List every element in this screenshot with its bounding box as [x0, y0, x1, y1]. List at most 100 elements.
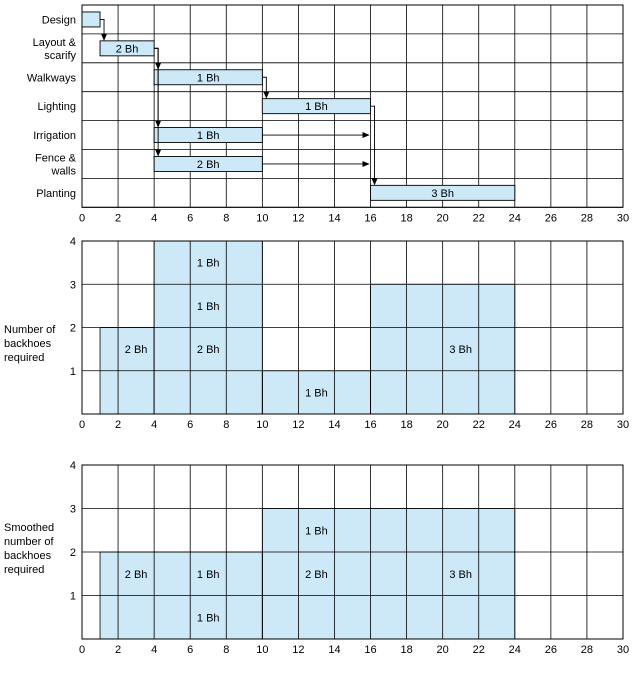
dependency-arrow — [370, 105, 378, 186]
x-tick-label: 26 — [545, 644, 557, 656]
bar-label: 2 Bh — [197, 159, 220, 171]
block-label: 1 Bh — [197, 301, 220, 313]
activity-label: Design — [42, 14, 76, 26]
activity-bar — [370, 184, 516, 201]
bar-label: 1 Bh — [305, 101, 328, 113]
x-tick-label: 0 — [79, 644, 85, 656]
y-tick-label: 4 — [70, 460, 76, 472]
block-label: 2 Bh — [125, 569, 148, 581]
x-tick-label: 8 — [223, 644, 229, 656]
plot-frame — [81, 464, 624, 640]
plot-frame — [81, 240, 624, 415]
dependency-arrow — [154, 47, 162, 157]
x-tick-label: 20 — [437, 212, 449, 224]
plot-frame — [81, 4, 624, 208]
y-tick-label: 1 — [70, 366, 76, 378]
activity-label: Fence & — [35, 152, 77, 164]
activity-bar — [153, 155, 263, 172]
y-axis-label: Smoothed — [4, 522, 54, 534]
x-tick-label: 26 — [545, 212, 557, 224]
y-tick-label: 2 — [70, 547, 76, 559]
resource-block — [262, 508, 515, 639]
x-tick-label: 16 — [364, 644, 376, 656]
x-tick-label: 12 — [292, 419, 304, 431]
x-tick-label: 28 — [581, 212, 593, 224]
x-tick-label: 20 — [437, 419, 449, 431]
x-tick-label: 18 — [400, 212, 412, 224]
x-tick-label: 22 — [473, 419, 485, 431]
y-tick-label: 4 — [70, 236, 76, 248]
activity-bar — [81, 11, 101, 28]
x-tick-label: 4 — [151, 212, 157, 224]
x-tick-label: 6 — [187, 644, 193, 656]
x-tick-label: 14 — [328, 644, 340, 656]
x-tick-label: 14 — [328, 419, 340, 431]
x-tick-label: 16 — [364, 212, 376, 224]
block-label: 2 Bh — [305, 569, 328, 581]
y-axis-label: number of — [4, 536, 54, 548]
block-label: 2 Bh — [197, 344, 220, 356]
x-tick-label: 4 — [151, 644, 157, 656]
bar-label: 2 Bh — [116, 43, 139, 55]
x-tick-label: 10 — [256, 212, 268, 224]
resource-block — [262, 370, 371, 414]
x-tick-label: 26 — [545, 419, 557, 431]
activity-bar — [153, 69, 263, 86]
gantt-panel: Design Layout &scarify Walkways Lighting Irr… — [27, 4, 629, 224]
block-label: 1 Bh — [305, 525, 328, 537]
y-tick-label: 3 — [70, 279, 76, 291]
dependency-arrow — [262, 76, 270, 99]
y-tick-label: 3 — [70, 504, 76, 516]
x-tick-label: 28 — [581, 644, 593, 656]
x-tick-label: 16 — [364, 419, 376, 431]
x-tick-label: 24 — [509, 644, 521, 656]
x-tick-label: 30 — [617, 644, 629, 656]
x-tick-label: 24 — [509, 212, 521, 224]
x-tick-label: 20 — [437, 644, 449, 656]
block-label: 1 Bh — [197, 258, 220, 270]
x-tick-label: 2 — [115, 212, 121, 224]
block-label: 1 Bh — [305, 387, 328, 399]
x-tick-label: 30 — [617, 212, 629, 224]
activity-label: Irrigation — [33, 130, 76, 142]
x-tick-label: 18 — [400, 419, 412, 431]
bar-label: 1 Bh — [197, 72, 220, 84]
bar-label: 3 Bh — [431, 188, 454, 200]
y-axis-label: Number of — [4, 324, 56, 336]
block-label: 3 Bh — [449, 344, 472, 356]
x-tick-label: 2 — [115, 644, 121, 656]
y-tick-label: 2 — [70, 323, 76, 335]
activity-label: scarify — [44, 50, 76, 62]
y-axis-label: required — [4, 352, 44, 364]
x-tick-label: 12 — [292, 212, 304, 224]
dependency-arrow — [154, 47, 162, 70]
activity-label: Lighting — [37, 101, 76, 113]
x-tick-label: 12 — [292, 644, 304, 656]
activity-label: walls — [51, 165, 77, 177]
x-tick-label: 28 — [581, 419, 593, 431]
dependency-arrow — [154, 47, 162, 128]
x-tick-label: 4 — [151, 419, 157, 431]
block-label: 1 Bh — [197, 569, 220, 581]
x-tick-label: 6 — [187, 212, 193, 224]
x-tick-label: 10 — [256, 419, 268, 431]
x-tick-label: 24 — [509, 419, 521, 431]
y-tick-label: 1 — [70, 591, 76, 603]
activity-bar — [153, 127, 263, 144]
block-label: 2 Bh — [125, 344, 148, 356]
x-tick-label: 8 — [223, 212, 229, 224]
y-axis-label: backhoes — [4, 338, 52, 350]
x-tick-label: 18 — [400, 644, 412, 656]
activity-label: Walkways — [27, 72, 77, 84]
x-tick-label: 14 — [328, 212, 340, 224]
y-axis-label: required — [4, 564, 44, 576]
block-label: 3 Bh — [449, 569, 472, 581]
activity-label: Planting — [36, 188, 76, 200]
x-tick-label: 8 — [223, 419, 229, 431]
x-tick-label: 22 — [473, 644, 485, 656]
y-axis-label: backhoes — [4, 550, 52, 562]
